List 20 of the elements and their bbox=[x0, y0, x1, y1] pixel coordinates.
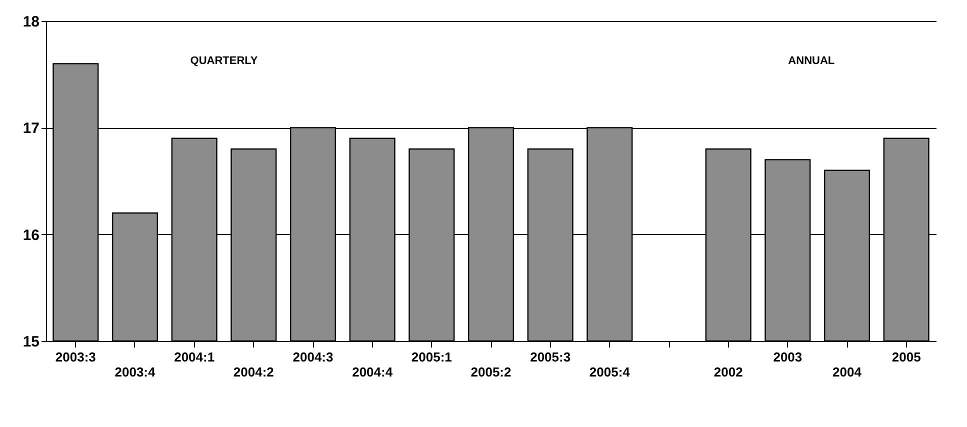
x-tick-label: 2003 bbox=[773, 350, 802, 364]
x-tick-label: 2003:4 bbox=[114, 364, 156, 380]
x-tick-label: 2004:1 bbox=[174, 350, 215, 364]
annotation: QUARTERLY bbox=[190, 55, 258, 67]
x-tick-label: 2004:3 bbox=[292, 350, 334, 364]
x-tick-label: 2004:4 bbox=[352, 364, 394, 380]
x-tick-label: 2005:4 bbox=[589, 364, 631, 380]
x-tick-label: 2004 bbox=[832, 364, 862, 380]
y-tick-label: 17 bbox=[22, 120, 40, 138]
x-tick-label: 2005:1 bbox=[411, 350, 452, 364]
x-tick-label: 2005 bbox=[892, 350, 921, 364]
x-tick-label: 2002 bbox=[714, 364, 743, 380]
y-tick-label: 16 bbox=[22, 226, 40, 244]
annotation: ANNUAL bbox=[788, 55, 835, 67]
y-tick-label: 15 bbox=[22, 334, 40, 350]
x-tick-label: 2003:3 bbox=[55, 350, 96, 364]
x-tick-label: 2004:2 bbox=[233, 364, 274, 380]
x-tick-label: 2005:2 bbox=[470, 364, 512, 380]
y-tick-label: 18 bbox=[22, 14, 40, 30]
x-tick-label: 2005:3 bbox=[530, 350, 571, 364]
